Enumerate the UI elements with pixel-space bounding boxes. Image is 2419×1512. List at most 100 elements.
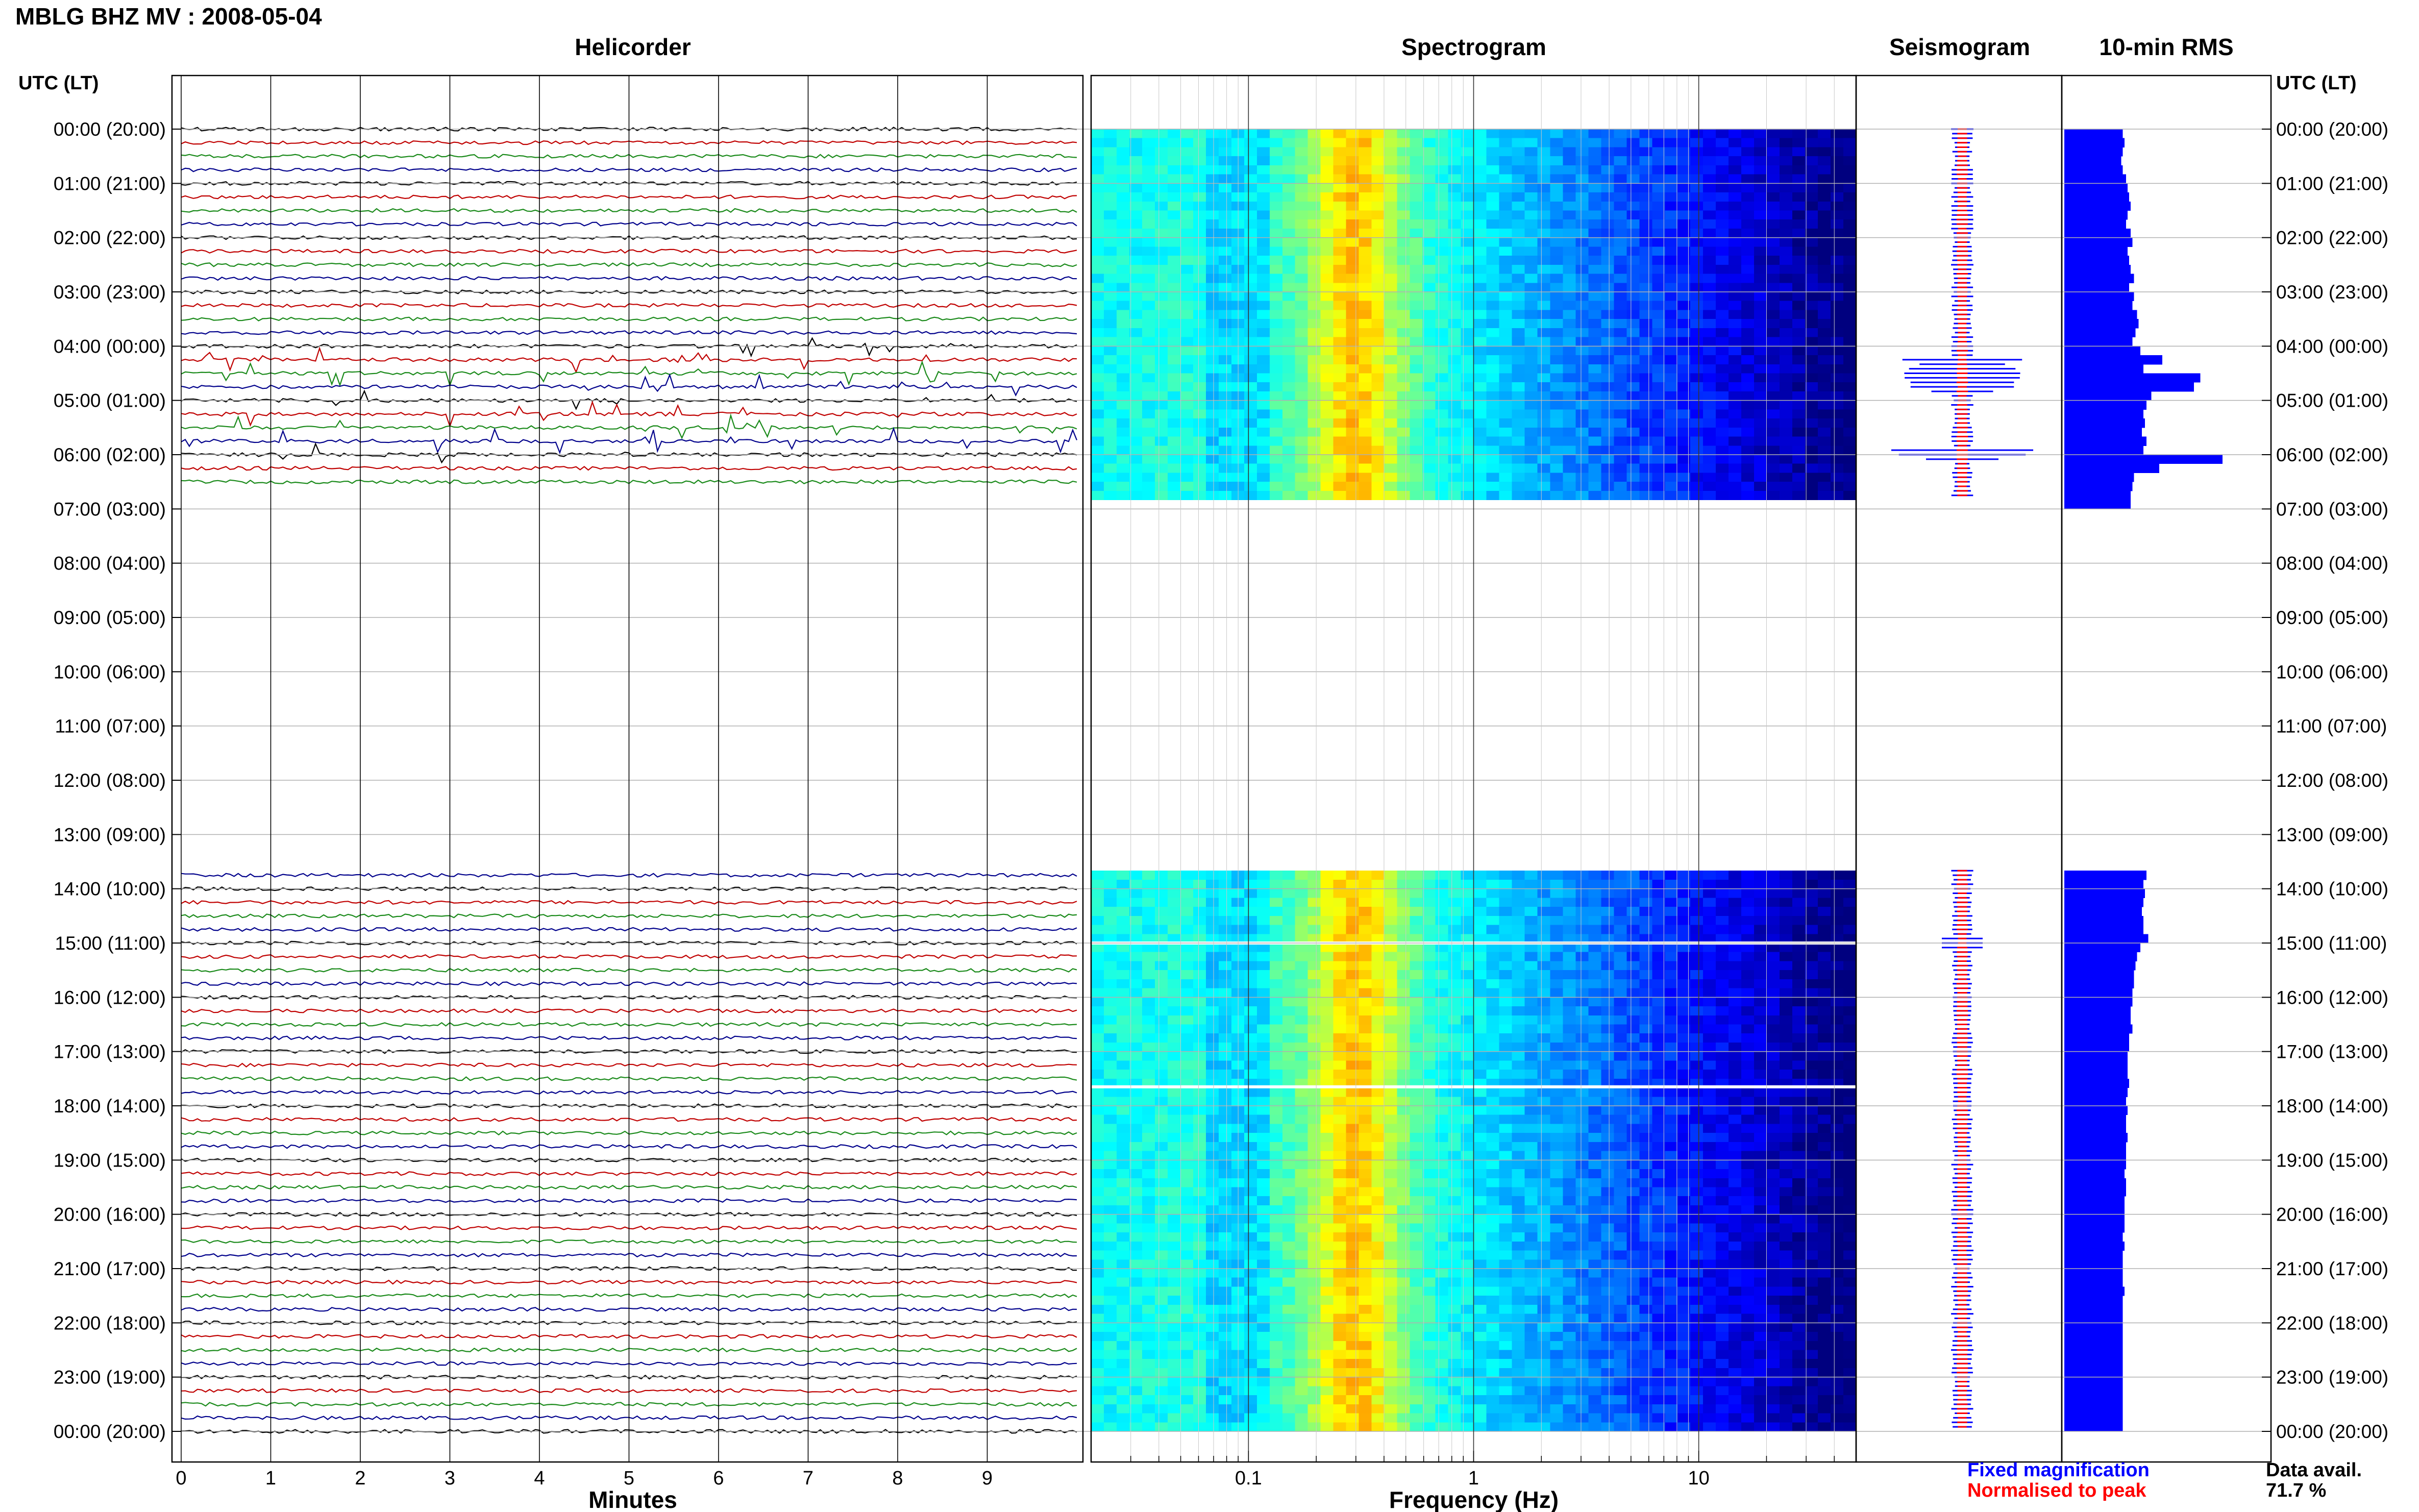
spectrogram-cell (1486, 988, 1500, 998)
spectrogram-cell (1818, 879, 1831, 889)
spectrogram-cell (1103, 219, 1117, 229)
spectrogram-cell (1193, 228, 1206, 238)
spectrogram-cell (1486, 292, 1500, 302)
spectrogram-cell (1805, 129, 1818, 139)
spectrogram-cell (1652, 292, 1665, 302)
spectrogram-cell (1435, 219, 1449, 229)
spectrogram-cell (1256, 1151, 1270, 1160)
spectrogram-cell (1269, 482, 1283, 491)
spectrogram-cell (1614, 455, 1627, 464)
spectrogram-cell (1371, 192, 1385, 202)
spectrogram-cell (1384, 138, 1398, 148)
spectrogram-cell (1180, 1223, 1194, 1233)
spectrogram-cell (1831, 961, 1844, 971)
spectrogram-cell (1205, 274, 1219, 283)
spectrogram-cell (1448, 1070, 1462, 1079)
spectrogram-cell (1218, 1097, 1232, 1106)
spectrogram-cell (1410, 907, 1423, 916)
spectrogram-cell (1626, 409, 1640, 419)
spectrogram-cell (1512, 219, 1525, 229)
spectrogram-cell (1256, 373, 1270, 383)
spectrogram-cell (1677, 943, 1691, 953)
spectrogram-cell (1218, 174, 1232, 184)
spectrogram-cell (1307, 997, 1321, 1007)
spectrogram-cell (1359, 1223, 1372, 1233)
spectrogram-cell (1320, 888, 1334, 898)
spectrogram-cell (1805, 283, 1818, 292)
spectrogram-cell (1792, 391, 1806, 401)
spectrogram-cell (1448, 418, 1462, 428)
spectrogram-cell (1486, 301, 1500, 311)
spectrogram-cell (1677, 1223, 1691, 1233)
spectrogram-cell (1677, 1106, 1691, 1116)
spectrogram-cell (1116, 382, 1130, 392)
spectrogram-cell (1690, 256, 1704, 265)
spectrogram-cell (1690, 915, 1704, 926)
spectrogram-cell (1499, 283, 1513, 292)
spectrogram-cell (1180, 409, 1194, 419)
spectrogram-cell (1359, 997, 1372, 1007)
spectrogram-cell (1256, 1178, 1270, 1188)
spectrogram-cell (1614, 1070, 1627, 1079)
spectrogram-cell (1371, 1142, 1385, 1152)
spectrogram-cell (1422, 1214, 1436, 1224)
spectrogram-cell (1767, 961, 1780, 971)
spectrogram-cell (1116, 997, 1130, 1007)
spectrogram-cell (1218, 473, 1232, 482)
spectrogram-cell (1741, 156, 1755, 166)
spectrogram-cell (1626, 228, 1640, 238)
spectrogram-cell (1295, 1124, 1309, 1133)
spectrogram-cell (1690, 400, 1704, 410)
spectrogram-cell (1154, 925, 1168, 934)
spectrogram-cell (1767, 138, 1780, 148)
spectrogram-cell (1384, 427, 1398, 437)
spectrogram-cell (1154, 943, 1168, 953)
spectrogram-cell (1575, 165, 1589, 175)
spectrogram-cell (1537, 1214, 1550, 1224)
spectrogram-cell (1333, 1042, 1347, 1052)
spectrogram-cell (1780, 201, 1793, 211)
spectrogram-cell (1397, 391, 1411, 401)
spectrogram-cell (1626, 934, 1640, 944)
spectrogram-cell (1677, 871, 1691, 880)
spectrogram-cell (1690, 1223, 1704, 1233)
spectrogram-cell (1792, 1024, 1806, 1034)
spectrogram-cell (1652, 147, 1665, 157)
spectrogram-cell (1231, 1214, 1245, 1224)
spectrogram-cell (1410, 1033, 1423, 1043)
spectrogram-cell (1142, 283, 1155, 292)
spectrogram-cell (1499, 888, 1513, 898)
spectrogram-cell (1601, 1142, 1614, 1152)
spectrogram-cell (1167, 147, 1181, 157)
spectrogram-cell (1091, 1133, 1104, 1143)
spectrogram-cell (1818, 490, 1831, 501)
spectrogram-cell (1422, 436, 1436, 446)
spectrogram-cell (1690, 898, 1704, 907)
spectrogram-cell (1716, 400, 1729, 410)
spectrogram-cell (1422, 147, 1436, 157)
spectrogram-cell (1486, 1015, 1500, 1025)
spectrogram-cell (1256, 192, 1270, 202)
spectrogram-cell (1843, 898, 1857, 907)
spectrogram-cell (1512, 907, 1525, 916)
spectrogram-cell (1448, 264, 1462, 275)
spectrogram-cell (1716, 1196, 1729, 1206)
spectrogram-cell (1473, 1151, 1487, 1160)
spectrogram-cell (1741, 292, 1755, 302)
spectrogram-cell (1626, 1142, 1640, 1152)
spectrogram-cell (1792, 1232, 1806, 1242)
spectrogram-cell (1588, 1187, 1601, 1197)
spectrogram-cell (1652, 138, 1665, 148)
spectrogram-cell (1818, 138, 1831, 148)
spectrogram-cell (1244, 997, 1257, 1007)
spectrogram-cell (1524, 256, 1538, 265)
spectrogram-cell (1295, 979, 1309, 989)
spectrogram-cell (1256, 237, 1270, 247)
spectrogram-cell (1563, 997, 1576, 1007)
spectrogram-cell (1843, 183, 1857, 193)
spectrogram-cell (1626, 1133, 1640, 1143)
spectrogram-cell (1320, 1015, 1334, 1025)
spectrogram-cell (1422, 979, 1436, 989)
spectrogram-cell (1818, 427, 1831, 437)
spectrogram-cell (1473, 409, 1487, 419)
